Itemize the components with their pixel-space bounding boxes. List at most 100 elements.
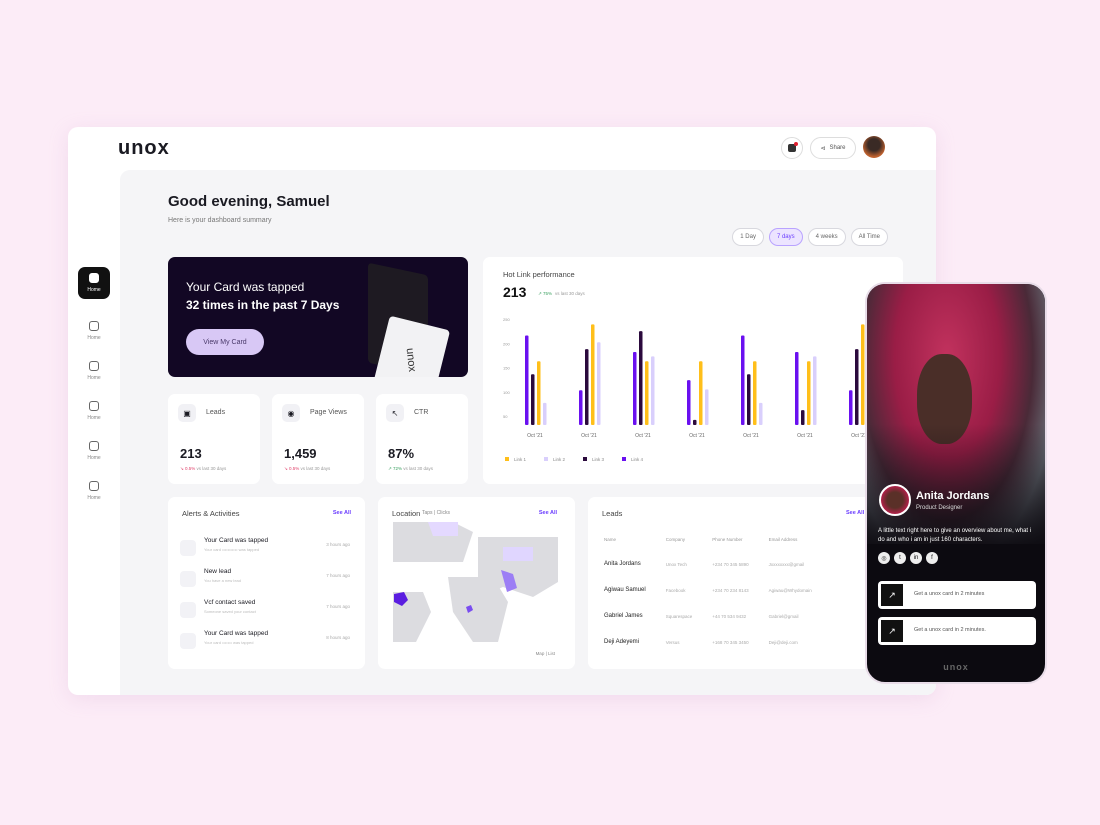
bar-link-4 <box>849 390 853 425</box>
stat-card-ctr: ↖ CTR 87% ↗ 72% vs last 30 days <box>376 394 468 484</box>
sidebar-item-5[interactable]: Home <box>68 481 120 501</box>
table-cell: +234 70 234 8143 <box>712 587 749 593</box>
home-icon <box>89 273 99 283</box>
table-cell: +44 70 534 9432 <box>712 613 747 619</box>
view-my-card-button[interactable]: View My Card <box>186 329 264 355</box>
stat-delta: ↗ 72% vs last 30 days <box>388 466 434 471</box>
delta-percent: ↘ 0.5% <box>180 466 196 471</box>
profile-link-button[interactable]: ↗ Get a unox card in 2 minutes <box>878 581 1036 609</box>
table-row[interactable]: Deji Adeyemi Versus +168 70 345 3450 Deji@d… <box>604 629 832 655</box>
column-header: Email Address <box>768 536 798 542</box>
main-content: Good evening, Samuel Here is your dashbo… <box>120 170 936 695</box>
world-map <box>393 522 558 642</box>
table-cell: Deji@deji.com <box>768 639 798 645</box>
legend-label: Link 2 <box>553 457 566 462</box>
legend-swatch <box>505 457 509 461</box>
bar-link-3 <box>747 374 751 425</box>
table-cell: Jxxxxxxxx@gmail <box>768 561 805 567</box>
stat-label: Page Views <box>310 409 347 416</box>
linkedin-icon[interactable]: in <box>910 552 922 564</box>
legend-swatch <box>583 457 587 461</box>
activity-icon <box>180 540 196 556</box>
instagram-icon[interactable]: ◎ <box>878 552 890 564</box>
table-row[interactable]: Gabriel James Squarespace +44 70 534 9432 G… <box>604 603 832 629</box>
notification-button[interactable] <box>781 137 803 159</box>
cursor-icon: ↖ <box>386 404 404 422</box>
legend-swatch <box>544 457 548 461</box>
leads-table: Name Company Phone Number Email Address Anit… <box>604 527 832 655</box>
bar-link-1 <box>591 324 595 425</box>
stat-card-leads: ▣ Leads 213 ↘ 0.5% vs last 30 days <box>168 394 260 484</box>
arrow-up-right-icon: ↗ <box>881 620 903 642</box>
y-tick-label: 150 <box>503 366 510 371</box>
sidebar-item-4[interactable]: Home <box>68 441 120 461</box>
delta-percent: ↗ 72% <box>388 466 403 471</box>
sidebar: Home Home Home Home Home Home <box>68 267 120 521</box>
location-tabs[interactable]: Taps | Clicks <box>422 510 450 516</box>
bar-link-1 <box>861 324 865 425</box>
bar-link-4 <box>795 351 799 425</box>
bar-link-4 <box>687 380 691 425</box>
stat-value: 213 <box>180 446 202 461</box>
map-list-toggle[interactable]: Map | List <box>535 651 555 656</box>
range-option[interactable]: 1 Day <box>732 228 764 246</box>
sidebar-item-0[interactable]: Home <box>78 267 110 299</box>
legend-label: Link 3 <box>592 457 605 462</box>
settings-icon <box>89 481 99 491</box>
activity-item[interactable]: New lead You have a new lead 7 hours ago <box>180 568 350 592</box>
table-cell: Facebook <box>665 587 686 593</box>
leads-title: Leads <box>602 509 623 518</box>
table-row[interactable]: Anita Jordans Unox Tech +234 70 345 5890 Jx… <box>604 551 832 577</box>
bar-link-2 <box>759 402 763 425</box>
social-links: ◎ t in f <box>878 552 938 564</box>
y-tick-label: 200 <box>503 341 510 346</box>
share-button[interactable]: ⊲ Share <box>810 137 856 159</box>
y-tick-label: 250 <box>503 317 510 322</box>
profile-link-button[interactable]: ↗ Get a unox card in 2 minutes. <box>878 617 1036 645</box>
bar-link-3 <box>855 349 859 425</box>
delta-percent: ↘ 0.5% <box>284 466 300 471</box>
page-title: Good evening, Samuel <box>168 193 330 210</box>
sidebar-item-1[interactable]: Home <box>68 321 120 341</box>
activity-item[interactable]: Your Card was tapped Your card ••••••• wa… <box>180 630 350 654</box>
bar-link-3 <box>585 349 589 425</box>
sidebar-item-label: Home <box>87 495 101 501</box>
facebook-icon[interactable]: f <box>926 552 938 564</box>
leads-see-all-link[interactable]: See All <box>846 510 865 516</box>
bar-link-1 <box>807 361 811 425</box>
page-subtitle: Here is your dashboard summary <box>168 217 272 224</box>
stat-card-page-views: ◉ Page Views 1,459 ↘ 0.5% vs last 30 days <box>272 394 364 484</box>
legend-swatch <box>622 457 626 461</box>
avatar[interactable] <box>863 136 885 158</box>
range-option[interactable]: 7 days <box>768 228 803 246</box>
range-option[interactable]: All Time <box>850 228 888 246</box>
range-option[interactable]: 4 weeks <box>807 228 846 246</box>
bar-link-4 <box>579 390 583 425</box>
sidebar-item-label: Home <box>87 415 101 421</box>
table-cell: Agiwau Samuel <box>604 587 646 593</box>
table-cell: +168 70 345 3450 <box>712 639 749 645</box>
tap-summary-banner: unox Your Card was tapped 32 times in the… <box>168 257 468 377</box>
bar-link-3 <box>801 410 805 425</box>
contact-icon <box>89 361 99 371</box>
location-see-all-link[interactable]: See All <box>538 510 557 516</box>
share-label: Share <box>829 145 846 151</box>
stat-value: 87% <box>388 446 415 461</box>
bar-link-3 <box>693 419 697 425</box>
twitter-icon[interactable]: t <box>894 552 906 564</box>
alerts-see-all-link[interactable]: See All <box>332 510 351 516</box>
activity-icon <box>180 633 196 649</box>
stat-label: CTR <box>414 409 429 416</box>
chart-delta-note: vs last 30 days <box>555 291 586 296</box>
activity-item[interactable]: Your Card was tapped Your card ••••••••••… <box>180 537 350 561</box>
x-tick-label: Oct '21 <box>851 433 867 439</box>
activity-icon <box>180 571 196 587</box>
share-icon: ⊲ <box>820 145 826 152</box>
sidebar-item-2[interactable]: Home <box>68 361 120 381</box>
sidebar-item-3[interactable]: Home <box>68 401 120 421</box>
activity-icon <box>180 602 196 618</box>
date-range-selector: 1 Day 7 days 4 weeks All Time <box>732 228 888 246</box>
stat-delta: ↘ 0.5% vs last 30 days <box>284 466 331 471</box>
activity-item[interactable]: Vcf contact saved Someone saved your cont… <box>180 599 350 623</box>
table-row[interactable]: Agiwau Samuel Facebook +234 70 234 8143 Agi… <box>604 577 832 603</box>
